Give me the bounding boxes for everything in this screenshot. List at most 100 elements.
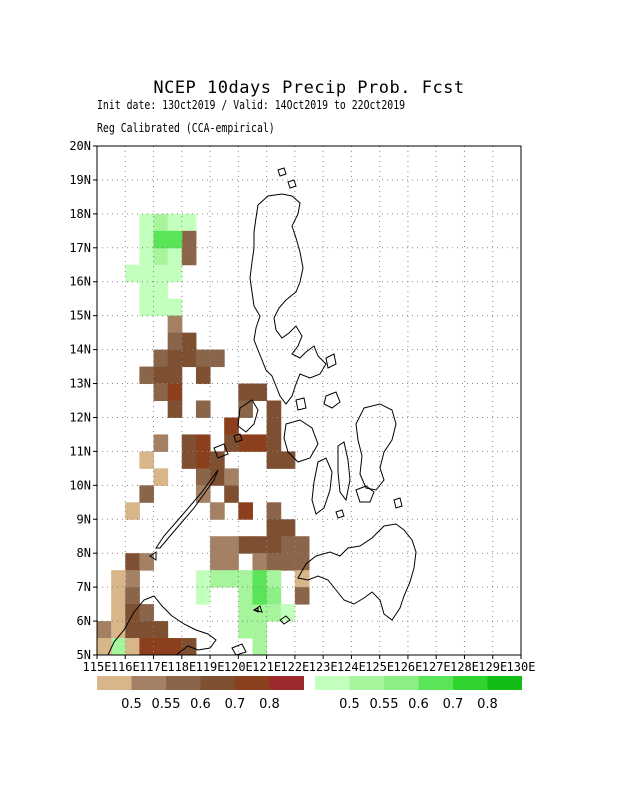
- legend-dry-swatch: [166, 676, 201, 690]
- prob-cell: [125, 502, 140, 520]
- prob-cell: [139, 264, 155, 283]
- prob-cell: [195, 434, 211, 452]
- prob-cell: [167, 366, 183, 385]
- prob-cell: [125, 638, 140, 656]
- legend-wet-label: 0.7: [443, 697, 464, 712]
- map-subtitle-method: Reg Calibrated (CCA-empirical): [97, 121, 275, 135]
- lon-label: 115E: [83, 660, 112, 674]
- coastline: [107, 167, 417, 656]
- prob-cell: [224, 553, 239, 571]
- prob-cell: [210, 570, 225, 588]
- prob-cell: [252, 587, 268, 605]
- coast-babuyan: [287, 179, 297, 189]
- legend-dry-label: 0.7: [225, 697, 246, 712]
- prob-cell: [167, 638, 183, 656]
- lat-label: 17N: [69, 241, 91, 255]
- prob-cell: [167, 400, 183, 418]
- prob-cell: [195, 587, 211, 605]
- lat-label: 10N: [69, 478, 91, 492]
- coast-siquijor: [335, 509, 345, 519]
- prob-cell: [125, 604, 140, 622]
- prob-cell: [238, 400, 253, 418]
- prob-cell: [125, 621, 140, 639]
- legend-wet-swatch: [453, 676, 488, 690]
- prob-cell: [153, 468, 169, 486]
- prob-cell: [125, 553, 140, 571]
- prob-cell: [167, 349, 183, 368]
- legend-wet-swatch: [418, 676, 453, 690]
- coast-batanes: [277, 167, 287, 177]
- prob-cell: [238, 570, 253, 588]
- prob-cell: [153, 366, 169, 385]
- prob-cell: [195, 349, 211, 368]
- prob-cell: [238, 536, 253, 554]
- prob-cell: [139, 298, 155, 317]
- prob-cell: [252, 621, 268, 639]
- prob-cell: [139, 230, 155, 249]
- prob-cell: [252, 536, 268, 554]
- coast-calamian: [213, 443, 229, 459]
- prob-cell: [266, 451, 282, 469]
- legend-wet-swatch: [315, 676, 350, 690]
- lon-label: 120E: [224, 660, 253, 674]
- prob-cell: [181, 349, 197, 368]
- prob-cell: [139, 281, 155, 300]
- lon-label: 130E: [507, 660, 536, 674]
- prob-cell: [238, 502, 253, 520]
- prob-cell: [210, 451, 225, 469]
- coast-panay: [283, 419, 319, 463]
- legend-wet-label: 0.5: [339, 697, 360, 712]
- prob-cell: [294, 553, 310, 571]
- prob-cell: [210, 502, 225, 520]
- prob-cell: [238, 621, 253, 639]
- prob-cell: [210, 553, 225, 571]
- lon-label: 125E: [365, 660, 394, 674]
- prob-cell: [181, 230, 197, 249]
- prob-cell: [139, 451, 155, 469]
- prob-cell: [252, 553, 268, 571]
- prob-cell: [153, 434, 169, 452]
- lat-label: 19N: [69, 173, 91, 187]
- prob-cell: [111, 621, 126, 639]
- prob-cell: [139, 553, 155, 571]
- prob-cell: [266, 417, 282, 435]
- prob-cell: [167, 383, 183, 401]
- coast-islet2: [252, 607, 259, 613]
- prob-cell: [181, 434, 197, 452]
- prob-cell: [125, 264, 140, 283]
- prob-cell: [266, 604, 282, 622]
- prob-cell: [210, 536, 225, 554]
- prob-cell: [210, 468, 225, 486]
- coast-islet1: [231, 643, 247, 656]
- legend-wet-label: 0.6: [408, 697, 429, 712]
- prob-cell: [280, 604, 296, 622]
- legend-wet-swatch: [487, 676, 522, 690]
- prob-cell: [294, 587, 310, 605]
- prob-cell: [139, 247, 155, 266]
- map-subtitle-dates: Init date: 13Oct2019 / Valid: 14Oct2019 …: [97, 98, 406, 112]
- prob-cell: [167, 332, 183, 351]
- prob-cell: [167, 213, 183, 232]
- prob-cell: [252, 383, 268, 401]
- prob-cell: [252, 434, 268, 452]
- lat-label: 8N: [77, 546, 91, 560]
- prob-cell: [181, 213, 197, 232]
- prob-cell: [224, 536, 239, 554]
- prob-cell: [111, 604, 126, 622]
- coast-dinagat: [393, 497, 403, 509]
- lat-label: 11N: [69, 444, 91, 458]
- legend-wet-label: 0.55: [370, 697, 399, 712]
- prob-cell: [266, 536, 282, 554]
- coast-catanduanes: [325, 353, 337, 369]
- prob-cell: [252, 638, 268, 656]
- prob-cell: [238, 604, 253, 622]
- lon-label: 121E: [252, 660, 281, 674]
- prob-cell: [238, 383, 253, 401]
- prob-cell: [266, 502, 282, 520]
- prob-cell: [294, 536, 310, 554]
- prob-cell: [195, 400, 211, 418]
- coast-sulu: [279, 615, 291, 625]
- prob-cell: [167, 230, 183, 249]
- prob-cell: [266, 570, 282, 588]
- prob-cell: [266, 587, 282, 605]
